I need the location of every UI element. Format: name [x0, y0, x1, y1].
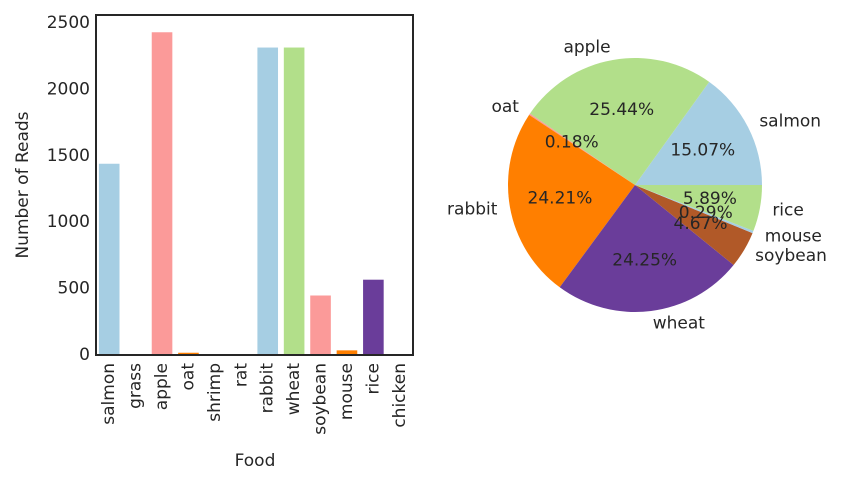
- pie-category-label: wheat: [653, 314, 706, 334]
- pie-category-label: mouse: [765, 227, 822, 247]
- x-tick-label: rice: [363, 363, 383, 395]
- pie-percent-label: 4.67%: [674, 214, 728, 234]
- x-tick-label: mouse: [337, 363, 357, 420]
- pie-chart: 15.07% 25.44% 0.18% 24.21% 24.25% 4.67%0.29%5…: [447, 37, 827, 333]
- x-axis-ticks: salmon grass apple oat shrimp rat rabbit wheat s…: [99, 363, 410, 435]
- bar-mouse: [336, 350, 358, 355]
- x-tick-label: chicken: [390, 363, 410, 428]
- x-axis-label: Food: [235, 451, 276, 471]
- y-tick-label: 500: [58, 279, 90, 299]
- y-tick-label: 2500: [47, 13, 90, 33]
- x-tick-label: oat: [178, 363, 198, 391]
- bar-apple: [151, 32, 173, 355]
- y-tick-label: 1000: [47, 212, 90, 232]
- pie-percent-label: 5.89%: [683, 189, 737, 209]
- bar-chart: 0 500 1000 1500 2000 2500 salmon grass apple oat…: [13, 13, 414, 471]
- pie-slice-mouse: [635, 185, 754, 234]
- pie-slice-salmon: [635, 81, 762, 185]
- pie-category-label: rabbit: [447, 199, 498, 219]
- y-tick-label: 0: [79, 345, 90, 365]
- bar-rabbit: [257, 47, 279, 355]
- pie-category-label: salmon: [759, 111, 821, 131]
- bar-chart-frame: [95, 14, 414, 356]
- x-tick-label: grass: [126, 363, 146, 409]
- pie-slice-rice: [635, 185, 762, 231]
- y-tick-label: 1500: [47, 146, 90, 166]
- pie-category-label: rice: [772, 201, 804, 221]
- x-tick-label: soybean: [311, 363, 331, 435]
- bar-rice: [363, 279, 384, 355]
- y-axis-ticks: 0 500 1000 1500 2000 2500: [47, 13, 90, 365]
- pie-slice-rabbit: [507, 114, 635, 288]
- y-tick-label: 2000: [47, 79, 90, 99]
- pie-category-label: oat: [491, 97, 519, 117]
- pie-category-label: soybean: [755, 246, 827, 266]
- x-tick-label: shrimp: [205, 363, 225, 422]
- bar-oat: [178, 352, 199, 355]
- pie-slice-soybean: [635, 185, 753, 266]
- x-tick-label: rabbit: [258, 363, 278, 414]
- pie-slice-oat: [529, 113, 635, 185]
- pie-percent-label: 15.07%: [670, 140, 735, 160]
- pie-percent-label: 24.21%: [528, 188, 593, 208]
- pie-category-label: apple: [563, 37, 610, 57]
- bar-salmon: [98, 163, 120, 355]
- pie-percent-label: 25.44%: [589, 100, 654, 120]
- pie-percent-label: 0.18%: [545, 133, 599, 153]
- pie-percent-labels: 15.07% 25.44% 0.18% 24.21% 24.25% 4.67%0.29%5…: [528, 100, 737, 271]
- bar-soybean: [310, 295, 331, 355]
- pie-percent-label: 0.29%: [679, 203, 733, 223]
- bar-wheat: [283, 47, 305, 355]
- pie-slice-apple: [529, 58, 710, 185]
- bar-marks: [98, 32, 384, 355]
- y-axis-label: Number of Reads: [13, 111, 33, 258]
- pie-percent-label: 24.25%: [612, 251, 677, 271]
- x-tick-label: rat: [231, 363, 251, 387]
- pie-slices: [507, 58, 762, 312]
- x-tick-label: apple: [152, 363, 172, 410]
- x-tick-label: wheat: [284, 363, 304, 416]
- x-tick-label: salmon: [99, 363, 119, 425]
- pie-slice-wheat: [559, 185, 734, 312]
